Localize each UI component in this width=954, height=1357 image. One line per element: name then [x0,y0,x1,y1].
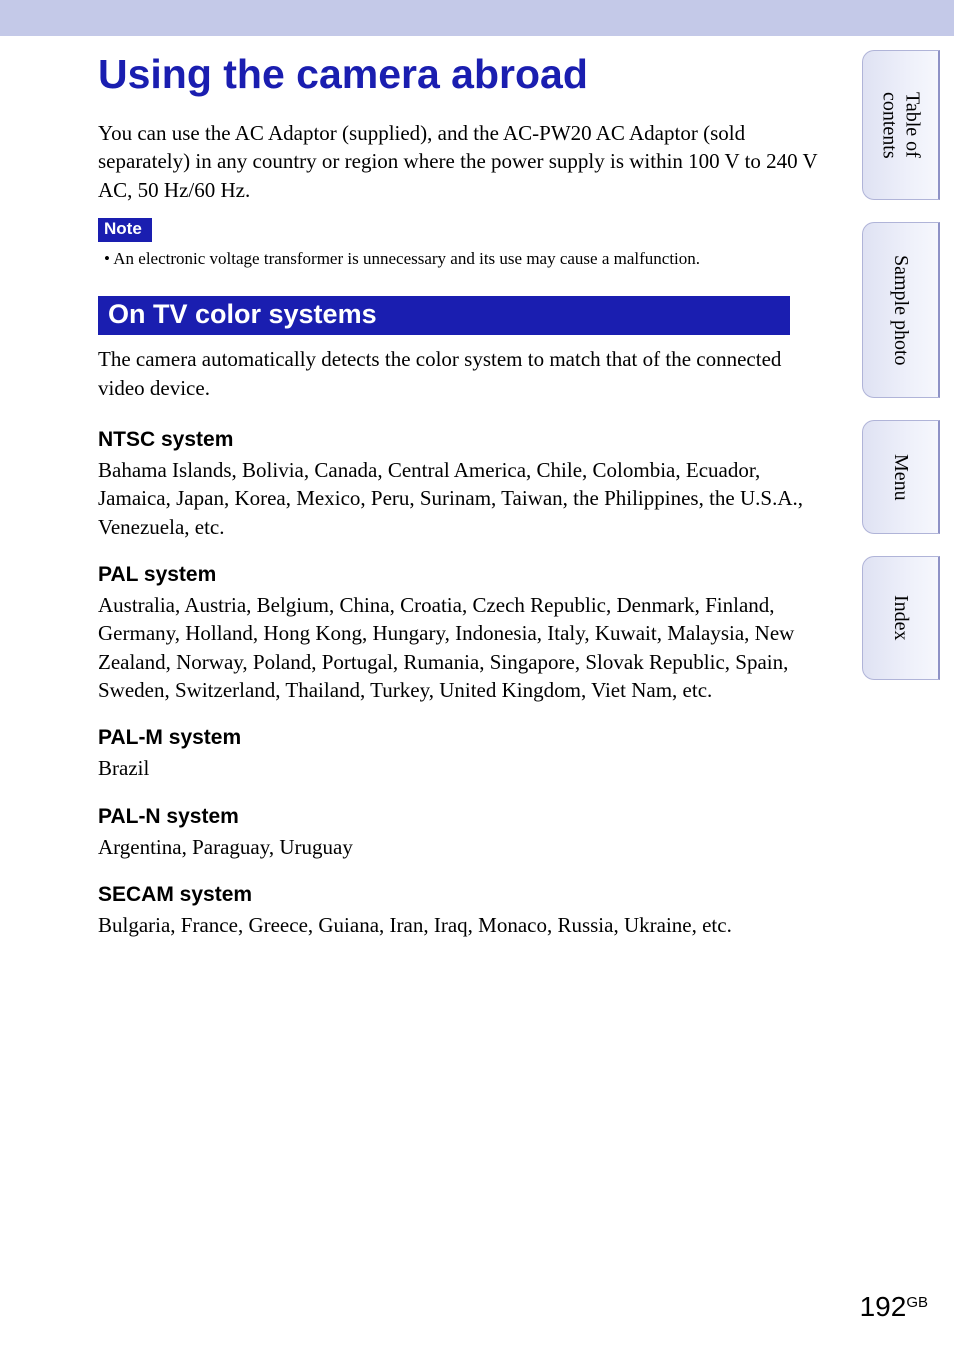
intro-paragraph: You can use the AC Adaptor (supplied), a… [98,119,828,204]
system-pal: PAL system Australia, Austria, Belgium, … [98,563,828,704]
tab-sample-photo[interactable]: Sample photo [862,222,940,398]
system-title: PAL-N system [98,805,828,829]
page-number: 192GB [860,1291,928,1323]
header-band [0,0,954,36]
section-heading: On TV color systems [98,296,790,335]
system-ntsc: NTSC system Bahama Islands, Bolivia, Can… [98,428,828,541]
system-title: PAL system [98,563,828,587]
tab-index[interactable]: Index [862,556,940,680]
system-body: Bahama Islands, Bolivia, Canada, Central… [98,456,828,541]
tab-label: Table ofcontents [878,78,924,173]
system-secam: SECAM system Bulgaria, France, Greece, G… [98,883,828,939]
tab-menu[interactable]: Menu [862,420,940,534]
system-pal-n: PAL-N system Argentina, Paraguay, Urugua… [98,805,828,861]
system-body: Brazil [98,754,828,782]
note-bullet: An electronic voltage transformer is unn… [98,248,828,270]
tab-table-of-contents[interactable]: Table ofcontents [862,50,940,200]
page-title: Using the camera abroad [98,52,828,97]
system-title: SECAM system [98,883,828,907]
system-title: NTSC system [98,428,828,452]
note-badge: Note [98,218,152,242]
system-title: PAL-M system [98,726,828,750]
system-body: Bulgaria, France, Greece, Guiana, Iran, … [98,911,828,939]
page-number-suffix: GB [906,1294,928,1311]
system-body: Australia, Austria, Belgium, China, Croa… [98,591,828,704]
system-pal-m: PAL-M system Brazil [98,726,828,782]
tab-label: Index [889,581,912,655]
section-intro: The camera automatically detects the col… [98,345,828,402]
page-number-value: 192 [860,1291,907,1322]
system-body: Argentina, Paraguay, Uruguay [98,833,828,861]
main-content: Using the camera abroad You can use the … [98,36,828,961]
tab-label: Sample photo [889,241,912,380]
side-tabs: Table ofcontents Sample photo Menu Index [862,50,942,702]
tab-label: Menu [889,440,912,515]
